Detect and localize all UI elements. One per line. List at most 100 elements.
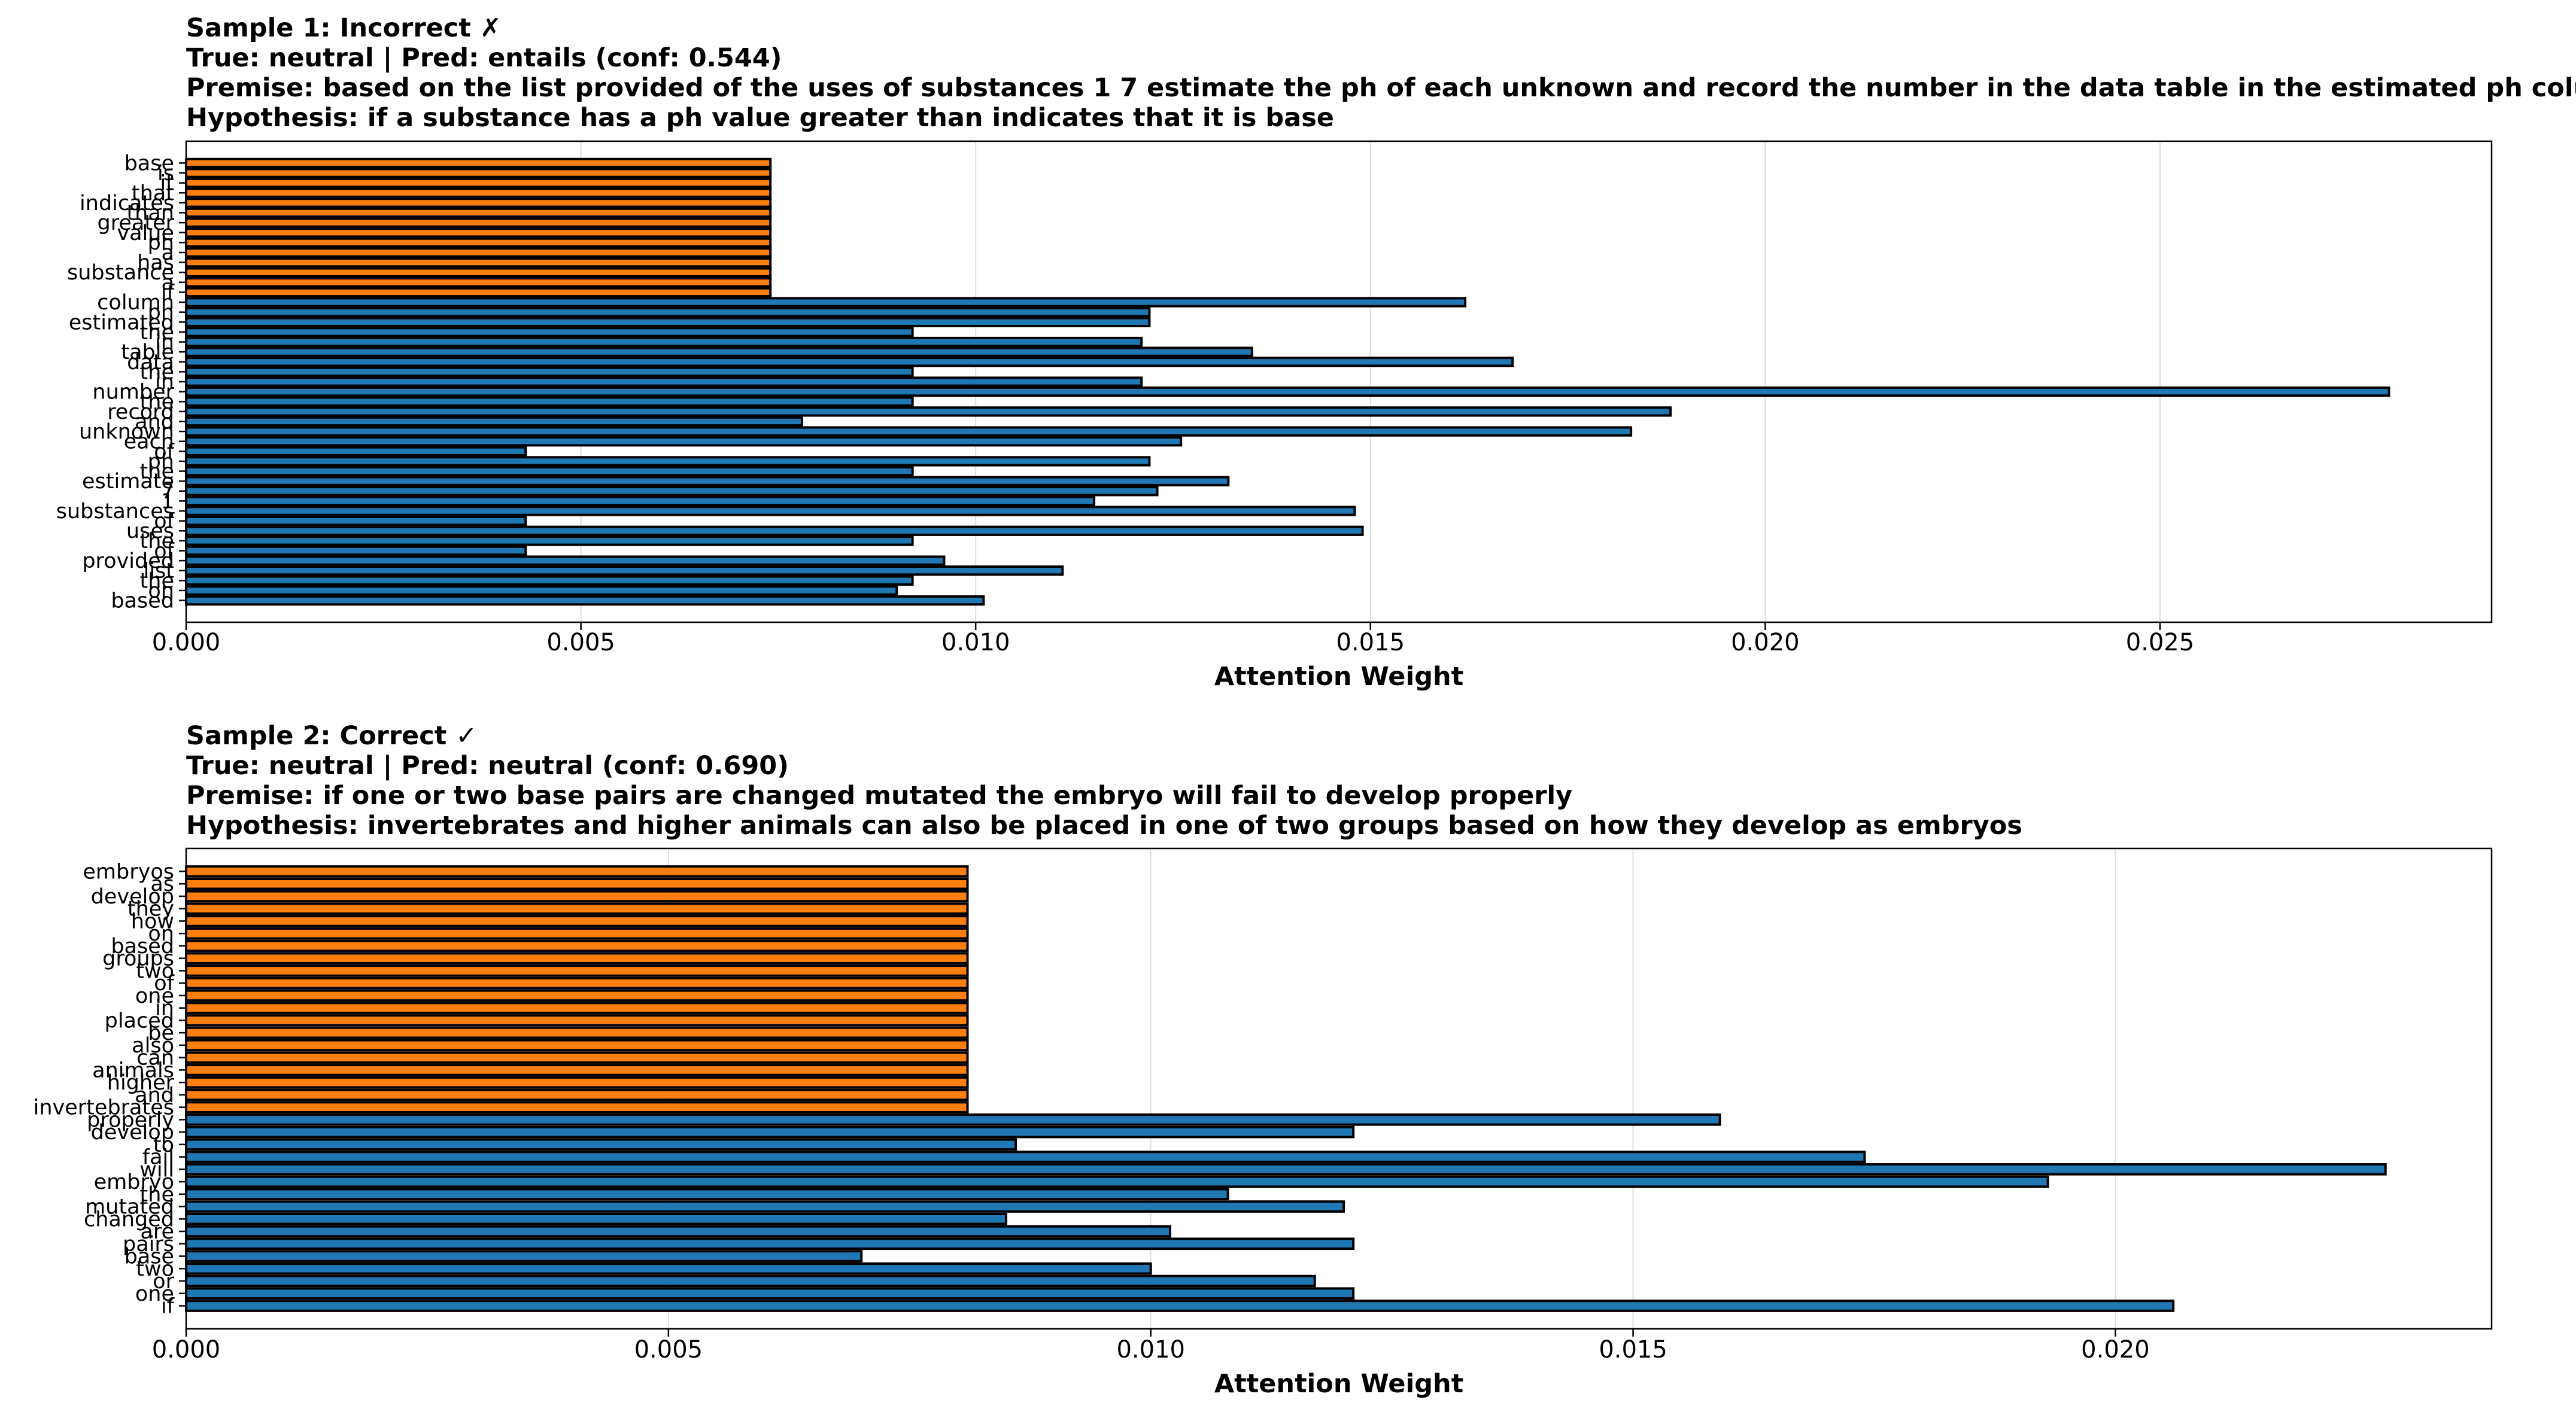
- bar-hypothesis: [185, 1101, 969, 1113]
- bar-premise: [185, 1138, 1017, 1151]
- x-tick-label: 0.015: [1336, 629, 1405, 656]
- x-tick-label: 0.005: [634, 1336, 703, 1364]
- y-tick-label: the: [140, 460, 174, 484]
- y-tick-label: each: [124, 430, 174, 454]
- y-tick-label: of: [154, 510, 174, 534]
- bar-premise: [185, 595, 985, 606]
- y-tick-label: groups: [102, 947, 174, 971]
- bar-hypothesis: [185, 902, 969, 915]
- y-tick-label: 1: [161, 489, 174, 513]
- y-tick-label: or: [153, 1270, 174, 1294]
- bar-premise: [185, 535, 914, 546]
- bar-hypothesis: [185, 1064, 969, 1076]
- y-tick-label: column: [97, 291, 174, 315]
- bar-hypothesis: [185, 257, 772, 268]
- bar-hypothesis: [185, 939, 969, 953]
- bar-hypothesis: [185, 227, 772, 238]
- y-tick-label: table: [121, 340, 174, 364]
- bar-hypothesis: [185, 1014, 969, 1027]
- x-axis-label: Attention Weight: [1214, 662, 1463, 692]
- chart-panel-2: Sample 2: Correct ✓ True: neutral | Pred…: [0, 709, 2576, 1418]
- bar-hypothesis: [185, 976, 969, 990]
- y-tick-label: be: [148, 1021, 174, 1045]
- y-tick-label: embryo: [94, 1170, 174, 1194]
- bar-premise: [185, 327, 914, 337]
- bar-premise: [185, 476, 1230, 486]
- y-tick-label: on: [148, 579, 174, 603]
- y-tick-label: greater: [98, 211, 175, 235]
- bar-premise: [185, 1163, 2387, 1176]
- y-tick-label: the: [140, 1183, 174, 1207]
- bar-hypothesis: [185, 277, 772, 288]
- y-tick-label: in: [155, 370, 174, 394]
- y-tick-label: the: [140, 569, 174, 593]
- y-tick-label: the: [140, 530, 174, 553]
- x-tick-label: 0.015: [1599, 1336, 1667, 1364]
- bar-hypothesis: [185, 247, 772, 258]
- chart-labels-line: True: neutral | Pred: entails (conf: 0.5…: [186, 43, 782, 73]
- y-tick-label: animals: [92, 1058, 174, 1082]
- y-tick-label: value: [117, 221, 174, 245]
- bar-premise: [185, 486, 1159, 497]
- bar-hypothesis: [185, 207, 772, 218]
- chart-labels-line: True: neutral | Pred: neutral (conf: 0.6…: [186, 751, 789, 781]
- bar-premise: [185, 396, 914, 407]
- y-tick-label: changed: [84, 1207, 174, 1231]
- y-tick-label: higher: [107, 1071, 175, 1095]
- y-tick-label: and: [135, 410, 174, 434]
- y-tick-label: substance: [67, 261, 174, 285]
- y-tick-label: invertebrates: [34, 1096, 174, 1120]
- bar-premise: [185, 1113, 1721, 1126]
- bar-hypothesis: [185, 217, 772, 228]
- y-tick-label: how: [131, 909, 174, 933]
- y-tick-label: two: [136, 1257, 174, 1281]
- x-tick-label: 0.000: [152, 1336, 221, 1364]
- y-tick-label: estimated: [69, 311, 174, 334]
- bar-premise: [185, 426, 1633, 437]
- y-tick-label: develop: [91, 1121, 174, 1145]
- x-tick-label: 0.000: [152, 629, 221, 656]
- attention-bar-chart-1: 0.000 0.005 0.010 0.015 0.020 0.025basedonthe…: [56, 140, 2493, 692]
- y-tick-label: as: [150, 872, 174, 896]
- y-tick-label: uses: [126, 519, 174, 543]
- y-tick-label: also: [132, 1034, 174, 1058]
- bar-premise: [185, 317, 1151, 327]
- bar-premise: [185, 545, 527, 556]
- chart-premise-line: Premise: based on the list provided of t…: [186, 73, 2576, 103]
- y-tick-label: number: [92, 381, 174, 404]
- bar-premise: [185, 1225, 1171, 1238]
- axes-frame: [185, 847, 2493, 1330]
- bar-premise: [185, 565, 1064, 576]
- y-tick-label: if: [161, 281, 175, 305]
- bar-hypothesis: [185, 927, 969, 940]
- chart-header-1: Sample 1: Incorrect ✗ True: neutral | Pr…: [186, 13, 2576, 133]
- y-tick-label: based: [111, 935, 174, 958]
- y-tick-labels: basedonthelistprovidedoftheusesofsubstan…: [56, 151, 175, 613]
- bar-premise: [185, 366, 914, 378]
- y-tick-label: one: [135, 1282, 174, 1306]
- y-tick-label: can: [136, 1046, 174, 1070]
- bar-premise: [185, 436, 1183, 447]
- bars: [185, 865, 2387, 1312]
- x-tick-label: 0.025: [2126, 629, 2195, 656]
- y-tick-label: data: [127, 351, 174, 375]
- y-tick-label: ph: [148, 450, 174, 474]
- y-tick-label: they: [127, 897, 174, 921]
- bar-premise: [185, 495, 1096, 507]
- bar-hypothesis: [185, 178, 772, 188]
- bar-premise: [185, 506, 1356, 516]
- bar-premise: [185, 1213, 1007, 1225]
- y-tick-label: list: [144, 559, 174, 583]
- chart-panel-1: Sample 1: Incorrect ✗ True: neutral | Pr…: [56, 13, 2576, 692]
- bar-hypothesis: [185, 287, 772, 298]
- y-tick-label: to: [153, 1133, 174, 1157]
- bar-hypothesis: [185, 1088, 969, 1101]
- bar-hypothesis: [185, 1002, 969, 1014]
- x-tick-label: 0.010: [941, 629, 1010, 656]
- y-tick-labels: ifoneortwobasepairsarechangedmutatedthee…: [34, 860, 175, 1318]
- y-tick-label: ph: [148, 301, 174, 325]
- bar-premise: [185, 297, 1467, 308]
- chart-title: Sample 1: Incorrect ✗: [186, 13, 502, 43]
- bar-hypothesis: [185, 964, 969, 977]
- bar-hypothesis: [185, 237, 772, 248]
